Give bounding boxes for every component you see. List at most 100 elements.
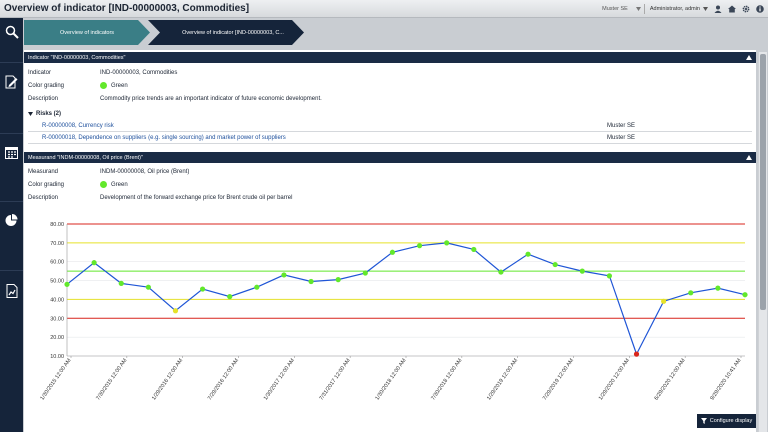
info-icon[interactable] [755, 5, 764, 14]
breadcrumb: Overview of indicators Overview of indic… [24, 18, 768, 47]
data-point [362, 270, 368, 276]
collapse-up-icon[interactable] [746, 55, 752, 60]
indicator-link[interactable]: IND-00000003, Commodities [100, 69, 178, 76]
color-grading-value: Green [100, 82, 128, 89]
x-tick-label: 1/30/2018 12:00 AM [374, 357, 407, 401]
main-content: Indicator "IND-00000003, Commodities" In… [24, 50, 756, 432]
search-button[interactable] [0, 20, 23, 44]
sidebar-divider [0, 201, 23, 202]
description-text: Commodity price trends are an important … [100, 95, 322, 102]
chevron-down-icon [703, 7, 708, 11]
green-status-dot [100, 82, 107, 89]
data-point [308, 278, 314, 285]
data-point [525, 251, 531, 257]
sidebar-item-reports[interactable] [0, 279, 23, 303]
field-label: Description [28, 194, 59, 201]
data-point [498, 269, 504, 275]
x-tick-label: 7/30/2015 12:00 AM [95, 357, 128, 401]
description-text: Development of the forward exchange pric… [100, 194, 293, 201]
sidebar-item-charts[interactable] [0, 208, 23, 232]
data-point [145, 284, 151, 290]
home-icon[interactable] [727, 5, 736, 14]
description-row: Description Development of the forward e… [24, 192, 756, 203]
list-item: R-00000018, Dependence on suppliers (e.g… [28, 133, 752, 144]
field-label: Measurand [28, 168, 59, 175]
data-point [471, 246, 477, 253]
top-bar: Overview of indicator [IND-00000003, Com… [0, 0, 768, 18]
configure-display-button[interactable]: Configure display [697, 414, 756, 428]
x-tick-label: 1/29/2020 12:00 AM [598, 357, 631, 401]
data-point [200, 286, 206, 292]
sidebar-item-calendar[interactable] [0, 140, 23, 164]
x-tick-label: 7/29/2019 12:00 AM [542, 357, 575, 401]
field-label: Color grading [28, 181, 65, 188]
color-grading-text: Green [111, 181, 128, 188]
data-point [715, 285, 721, 291]
data-point [661, 298, 667, 304]
breadcrumb-item-current[interactable]: Overview of indicator [IND-00000003, C..… [148, 20, 304, 45]
pie-chart-icon [5, 213, 18, 226]
measurand-row: Measurand INDM-00000008, Oil price (Bren… [24, 166, 756, 177]
x-tick-label: 7/30/2018 12:00 AM [430, 357, 463, 401]
data-point [606, 273, 613, 279]
page-title: Overview of indicator [IND-00000003, Com… [4, 3, 250, 14]
y-tick-label: 50.00 [50, 279, 64, 285]
risk-org: Muster SE [607, 135, 636, 141]
risk-link[interactable]: R-00000018, Dependence on suppliers (e.g… [42, 135, 286, 141]
company-select[interactable]: Muster SE [599, 4, 645, 14]
sidebar-divider [0, 270, 23, 271]
data-point [416, 243, 423, 249]
data-point [633, 351, 640, 357]
measurand-section-header[interactable]: Measurand "INDM-00000008, Oil price (Bre… [24, 152, 756, 163]
x-tick-label: 6/29/2020 12:00 AM [654, 357, 687, 401]
x-tick-label: 1/29/2019 12:00 AM [486, 357, 519, 401]
y-tick-label: 60.00 [50, 260, 64, 266]
field-label: Description [28, 95, 59, 102]
series-line [66, 242, 746, 356]
configure-display-label: Configure display [709, 418, 753, 424]
description-row: Description Commodity price trends are a… [24, 93, 756, 104]
risk-org: Muster SE [607, 123, 636, 129]
y-tick-label: 10.00 [50, 354, 64, 360]
data-point [742, 292, 748, 298]
field-label: Color grading [28, 82, 65, 89]
data-point [64, 281, 70, 287]
risk-link[interactable]: R-00000008, Currency risk [42, 123, 114, 129]
calendar-icon [5, 146, 18, 159]
risks-toggle[interactable]: Risks (2) [28, 111, 61, 117]
y-tick-label: 30.00 [50, 316, 64, 322]
color-grading-value: Green [100, 181, 128, 188]
gear-icon[interactable] [741, 5, 750, 14]
vertical-scrollbar[interactable] [758, 52, 767, 432]
user-icon[interactable] [713, 5, 722, 14]
indicator-section-header[interactable]: Indicator "IND-00000003, Commodities" [24, 52, 756, 63]
data-point [688, 290, 694, 296]
risks-title: Risks (2) [36, 111, 62, 117]
x-tick-label: 1/29/2016 12:00 AM [151, 357, 184, 401]
search-icon [5, 25, 19, 39]
edit-document-icon [5, 75, 18, 89]
user-name: Administrator, admin [649, 6, 700, 12]
filter-icon [700, 418, 707, 424]
x-tick-label: 7/29/2016 12:00 AM [207, 357, 240, 401]
measurand-link[interactable]: INDM-00000008, Oil price (Brent) [100, 168, 190, 175]
data-point [281, 272, 287, 278]
indicator-section-title: Indicator "IND-00000003, Commodities" [28, 54, 126, 61]
indicator-row: Indicator IND-00000003, Commodities [24, 67, 756, 78]
data-point [118, 280, 124, 286]
field-label: Indicator [28, 69, 52, 76]
user-menu[interactable]: Administrator, admin [650, 6, 708, 12]
green-status-dot [100, 181, 107, 188]
collapse-up-icon[interactable] [746, 155, 752, 160]
x-tick-label: 9/29/2020 10:41 AM [709, 357, 742, 401]
list-item: R-00000008, Currency risk Muster SE [28, 121, 752, 132]
data-point [389, 249, 396, 255]
breadcrumb-item-indicators[interactable]: Overview of indicators [24, 20, 150, 45]
scrollbar-thumb[interactable] [760, 54, 766, 310]
sidebar-item-edit[interactable] [0, 70, 23, 94]
y-tick-label: 40.00 [50, 297, 64, 303]
data-point [227, 294, 233, 300]
data-point [335, 277, 341, 283]
color-grading-row: Color grading Green [24, 80, 756, 91]
data-point [444, 240, 450, 246]
